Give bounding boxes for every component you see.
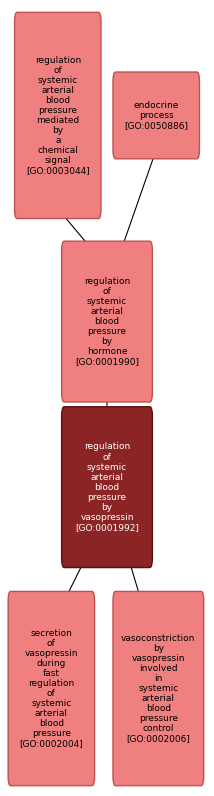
Text: regulation
of
systemic
arterial
blood
pressure
by
hormone
[GO:0001990]: regulation of systemic arterial blood pr… — [75, 277, 139, 366]
FancyBboxPatch shape — [62, 407, 152, 568]
FancyBboxPatch shape — [62, 241, 152, 402]
Text: regulation
of
systemic
arterial
blood
pressure
by
vasopressin
[GO:0001992]: regulation of systemic arterial blood pr… — [75, 443, 139, 532]
Text: vasoconstriction
by
vasopressin
involved
in
systemic
arterial
blood
pressure
con: vasoconstriction by vasopressin involved… — [121, 634, 196, 743]
FancyBboxPatch shape — [15, 12, 101, 218]
Text: regulation
of
systemic
arterial
blood
pressure
mediated
by
a
chemical
signal
[GO: regulation of systemic arterial blood pr… — [26, 56, 90, 175]
Text: endocrine
process
[GO:0050886]: endocrine process [GO:0050886] — [124, 101, 188, 130]
FancyBboxPatch shape — [113, 591, 204, 786]
FancyBboxPatch shape — [113, 72, 199, 159]
FancyBboxPatch shape — [8, 591, 95, 786]
Text: secretion
of
vasopressin
during
fast
regulation
of
systemic
arterial
blood
press: secretion of vasopressin during fast reg… — [19, 629, 83, 748]
